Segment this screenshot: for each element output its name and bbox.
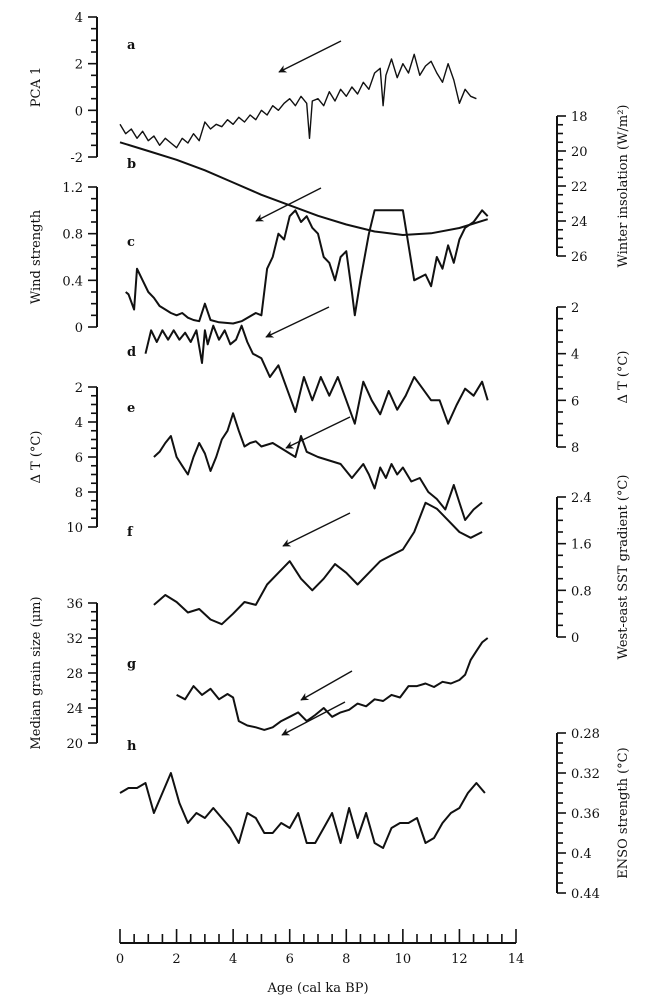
y-tick-label-d: 8	[571, 441, 579, 456]
series-line-g	[176, 637, 489, 731]
trend-arrow-d	[265, 306, 330, 338]
x-tick-label: 12	[451, 952, 468, 967]
series-line-f	[153, 501, 483, 626]
y-tick-label-h: 0.36	[571, 807, 600, 822]
series-line-d	[144, 324, 489, 425]
series-line-b	[119, 141, 488, 236]
trend-arrow-g	[300, 670, 353, 701]
panel-letter-a: a	[127, 38, 136, 53]
series-line-e	[153, 412, 483, 521]
y-axis-title-g: Median grain size (μm)	[29, 596, 44, 749]
y-axis-title-f: West-east SST gradient (°C)	[616, 475, 631, 660]
x-tick-label: 4	[229, 952, 237, 967]
panel-letter-g: g	[127, 657, 136, 672]
y-tick-label-h: 0.44	[571, 887, 600, 902]
y-tick-label-e: 10	[66, 521, 83, 536]
y-tick-label-c: 0	[75, 321, 83, 336]
y-tick-label-a: 0	[75, 104, 83, 119]
panel-g: 36 32 28 24 20 Median grain size (μm) g	[29, 596, 489, 752]
y-tick-label-c: 0.8	[62, 228, 83, 243]
x-tick-label: 6	[286, 952, 294, 967]
panel-c: 1.2 0.8 0.4 0 Wind strength c	[29, 181, 489, 336]
y-tick-label-d: 2	[571, 301, 579, 316]
x-tick-label: 0	[116, 952, 124, 967]
y-tick-label-f: 1.6	[571, 538, 592, 553]
y-tick-label-a: -2	[70, 151, 83, 166]
panel-e: 2 4 6 8 10 Δ T (°C) e	[29, 381, 483, 536]
y-axis-title-d: Δ T (°C)	[616, 351, 631, 404]
panel-letter-f: f	[127, 525, 134, 540]
series-line-a	[119, 53, 477, 149]
panel-letter-e: e	[127, 401, 135, 416]
x-tick-label: 2	[172, 952, 180, 967]
y-tick-label-a: 4	[75, 11, 83, 26]
series-line-h	[119, 772, 486, 849]
panel-b: 18 20 22 24 26 Winter insolation (W/m²) b	[119, 104, 631, 268]
panel-h: 0.28 0.32 0.36 0.4 0.44 ENSO strength (°C) h	[119, 701, 631, 902]
y-tick-label-d: 4	[571, 348, 579, 363]
trend-arrow-f	[282, 512, 351, 547]
y-axis-title-a: PCA 1	[29, 67, 44, 108]
y-tick-label-b: 18	[571, 110, 588, 125]
y-tick-label-b: 24	[571, 215, 588, 230]
y-axis-title-e: Δ T (°C)	[29, 431, 44, 484]
y-tick-label-b: 20	[571, 145, 588, 160]
y-tick-label-h: 0.32	[571, 767, 600, 782]
y-tick-label-b: 26	[571, 250, 588, 265]
x-tick-label: 8	[342, 952, 350, 967]
y-tick-label-c: 1.2	[62, 181, 83, 196]
y-tick-label-f: 0.8	[571, 584, 592, 599]
y-tick-label-c: 0.4	[62, 274, 83, 289]
x-axis: 0 2 4 6 8 10 12 14 Age (cal ka BP)	[116, 929, 524, 996]
y-tick-label-g: 28	[66, 667, 83, 682]
y-tick-label-e: 4	[75, 416, 83, 431]
y-tick-label-g: 36	[66, 597, 83, 612]
y-axis-title-c: Wind strength	[29, 209, 44, 304]
y-tick-label-e: 6	[75, 451, 83, 466]
x-axis-title: Age (cal ka BP)	[266, 981, 368, 996]
y-tick-label-g: 32	[66, 632, 83, 647]
y-tick-label-g: 20	[66, 737, 83, 752]
trend-arrow-c	[255, 187, 322, 222]
x-tick-label: 14	[508, 952, 525, 967]
y-tick-label-e: 2	[75, 381, 83, 396]
y-tick-label-h: 0.4	[571, 847, 592, 862]
y-axis-title-b: Winter insolation (W/m²)	[616, 104, 631, 267]
y-tick-label-g: 24	[66, 702, 83, 717]
trend-arrow-a	[278, 40, 342, 73]
panel-letter-h: h	[127, 739, 137, 754]
y-axis-title-h: ENSO strength (°C)	[616, 747, 631, 878]
y-tick-label-b: 22	[571, 180, 588, 195]
series-line-c	[125, 209, 489, 325]
panel-a: 4 2 0 -2 PCA 1 a	[29, 11, 477, 166]
panel-d: 2 4 6 8 Δ T (°C) d	[127, 301, 631, 456]
panel-f: 2.4 1.6 0.8 0 West-east SST gradient (°C) f	[127, 475, 631, 660]
y-tick-label-f: 0	[571, 631, 579, 646]
y-tick-label-f: 2.4	[571, 491, 592, 506]
panel-letter-d: d	[127, 345, 136, 360]
y-tick-label-h: 0.28	[571, 727, 600, 742]
trend-arrow-e	[285, 416, 351, 449]
y-tick-label-a: 2	[75, 58, 83, 73]
trend-arrow-h	[281, 701, 346, 736]
panel-letter-b: b	[127, 157, 136, 172]
y-tick-label-d: 6	[571, 394, 579, 409]
panel-letter-c: c	[127, 235, 135, 250]
x-tick-label: 10	[395, 952, 412, 967]
y-tick-label-e: 8	[75, 486, 83, 501]
